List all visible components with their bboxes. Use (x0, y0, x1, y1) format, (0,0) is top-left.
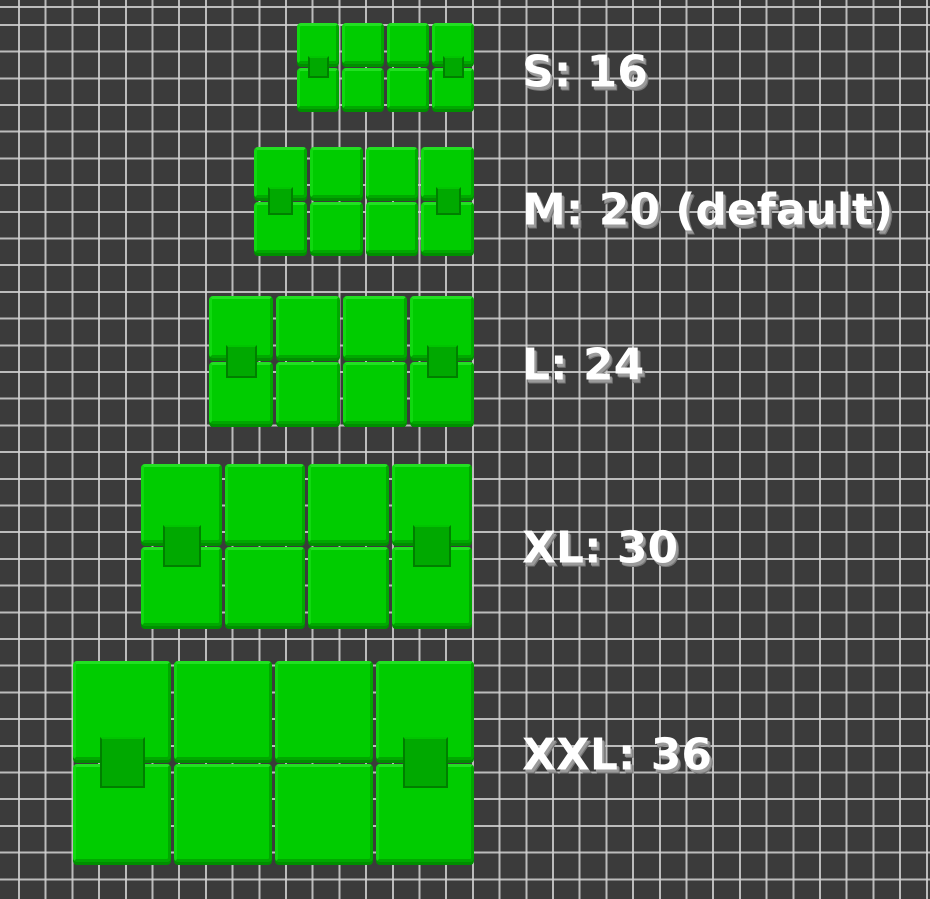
key-cap (365, 202, 419, 253)
key-cap (275, 763, 373, 862)
key-block-s (296, 22, 476, 112)
clip-tab (268, 187, 294, 215)
clip-tab (435, 187, 461, 215)
key-cap (275, 661, 373, 760)
key-cap (276, 362, 340, 424)
clip-tab (413, 525, 452, 567)
key-cap (224, 464, 305, 543)
clip-tab (427, 344, 458, 378)
key-block-xxl (72, 660, 476, 865)
clip-tab (443, 55, 464, 79)
key-block-l (208, 295, 476, 427)
size-label-xl: XL: 30 (522, 522, 679, 574)
key-cap (343, 296, 407, 358)
key-cap (342, 68, 384, 109)
key-cap (308, 464, 389, 543)
size-label-s: S: 16 (522, 46, 648, 98)
clip-tab (226, 344, 257, 378)
clip-tab (402, 736, 449, 789)
key-block-m (253, 146, 476, 256)
key-cap (387, 68, 429, 109)
size-label-l: L: 24 (522, 339, 645, 391)
key-cap (276, 296, 340, 358)
key-block-xl (140, 463, 474, 629)
size-label-m: M: 20 (default) (522, 184, 894, 236)
clip-tab (308, 55, 329, 79)
clip-tab (99, 736, 146, 789)
clip-tab (162, 525, 201, 567)
key-cap (308, 547, 389, 626)
key-cap (174, 763, 272, 862)
size-label-xxl: XXL: 36 (522, 729, 713, 781)
key-cap (309, 202, 363, 253)
key-cap (343, 362, 407, 424)
key-cap (387, 23, 429, 64)
key-cap (174, 661, 272, 760)
key-cap (309, 147, 363, 198)
key-cap (342, 23, 384, 64)
key-cap (365, 147, 419, 198)
key-cap (224, 547, 305, 626)
